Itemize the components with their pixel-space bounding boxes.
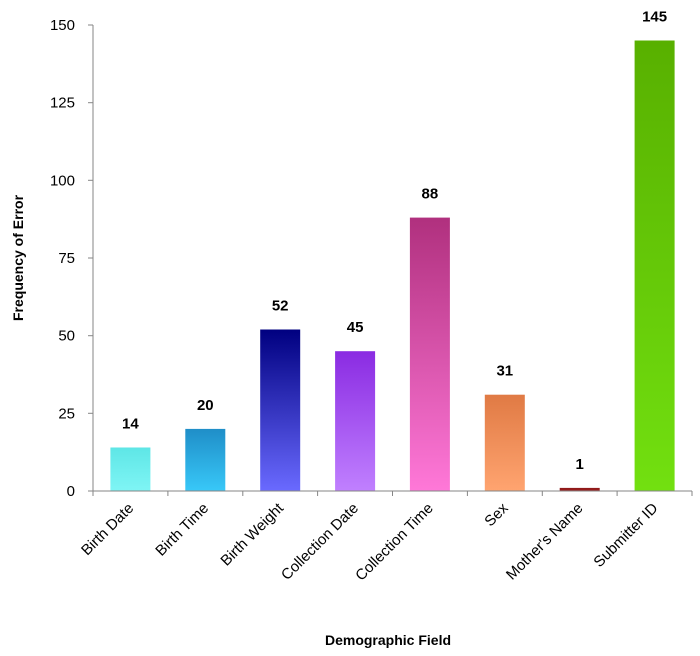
y-tick-label-100: 100 <box>50 172 75 189</box>
x-tick-label-birth-date: Birth Date <box>78 500 137 559</box>
y-tick-label-150: 150 <box>50 17 75 34</box>
data-label-birth-weight: 52 <box>272 298 289 315</box>
bar-birth-date <box>110 447 151 491</box>
labels-layer: 14 20 52 45 88 31 1 145 <box>122 9 667 473</box>
data-label-collection-date: 45 <box>347 319 364 336</box>
bars-layer <box>110 40 675 491</box>
y-tick-label-50: 50 <box>58 328 75 345</box>
x-tick-label-birth-weight: Birth Weight <box>217 499 287 569</box>
axes-layer <box>88 24 693 496</box>
data-label-submitter-id: 145 <box>642 9 667 26</box>
data-label-collection-time: 88 <box>422 186 439 203</box>
y-tick-label-0: 0 <box>67 483 75 500</box>
data-label-birth-time: 20 <box>197 397 214 414</box>
x-tick-label-mother-s-name: Mother's Name <box>503 500 587 584</box>
ticks-layer: Birth Date Birth Time Birth WeightCollecti… <box>50 17 662 584</box>
x-axis-title: Demographic Field <box>325 632 451 648</box>
bar-submitter-id <box>634 40 675 491</box>
y-axis-title: Frequency of Error <box>10 194 26 321</box>
x-tick-label-collection-time: Collection Time <box>352 500 437 585</box>
bar-mother-s-name <box>559 487 600 491</box>
bar-sex <box>484 394 525 491</box>
bar-birth-time <box>185 428 226 491</box>
data-label-mother-s-name: 1 <box>576 456 584 473</box>
x-tick-label-submitter-id: Submitter ID <box>590 500 661 571</box>
x-tick-label-birth-time: Birth Time <box>152 500 212 560</box>
x-tick-label-collection-date: Collection Date <box>278 500 362 584</box>
bar-collection-date <box>335 351 376 491</box>
y-tick-label-125: 125 <box>50 95 75 112</box>
bar-birth-weight <box>260 329 301 491</box>
data-label-sex: 31 <box>496 363 513 380</box>
y-tick-label-25: 25 <box>58 405 75 422</box>
bar-collection-time <box>409 217 450 491</box>
y-tick-label-75: 75 <box>58 250 75 267</box>
data-label-birth-date: 14 <box>122 416 139 433</box>
x-tick-label-sex: Sex <box>481 499 512 530</box>
